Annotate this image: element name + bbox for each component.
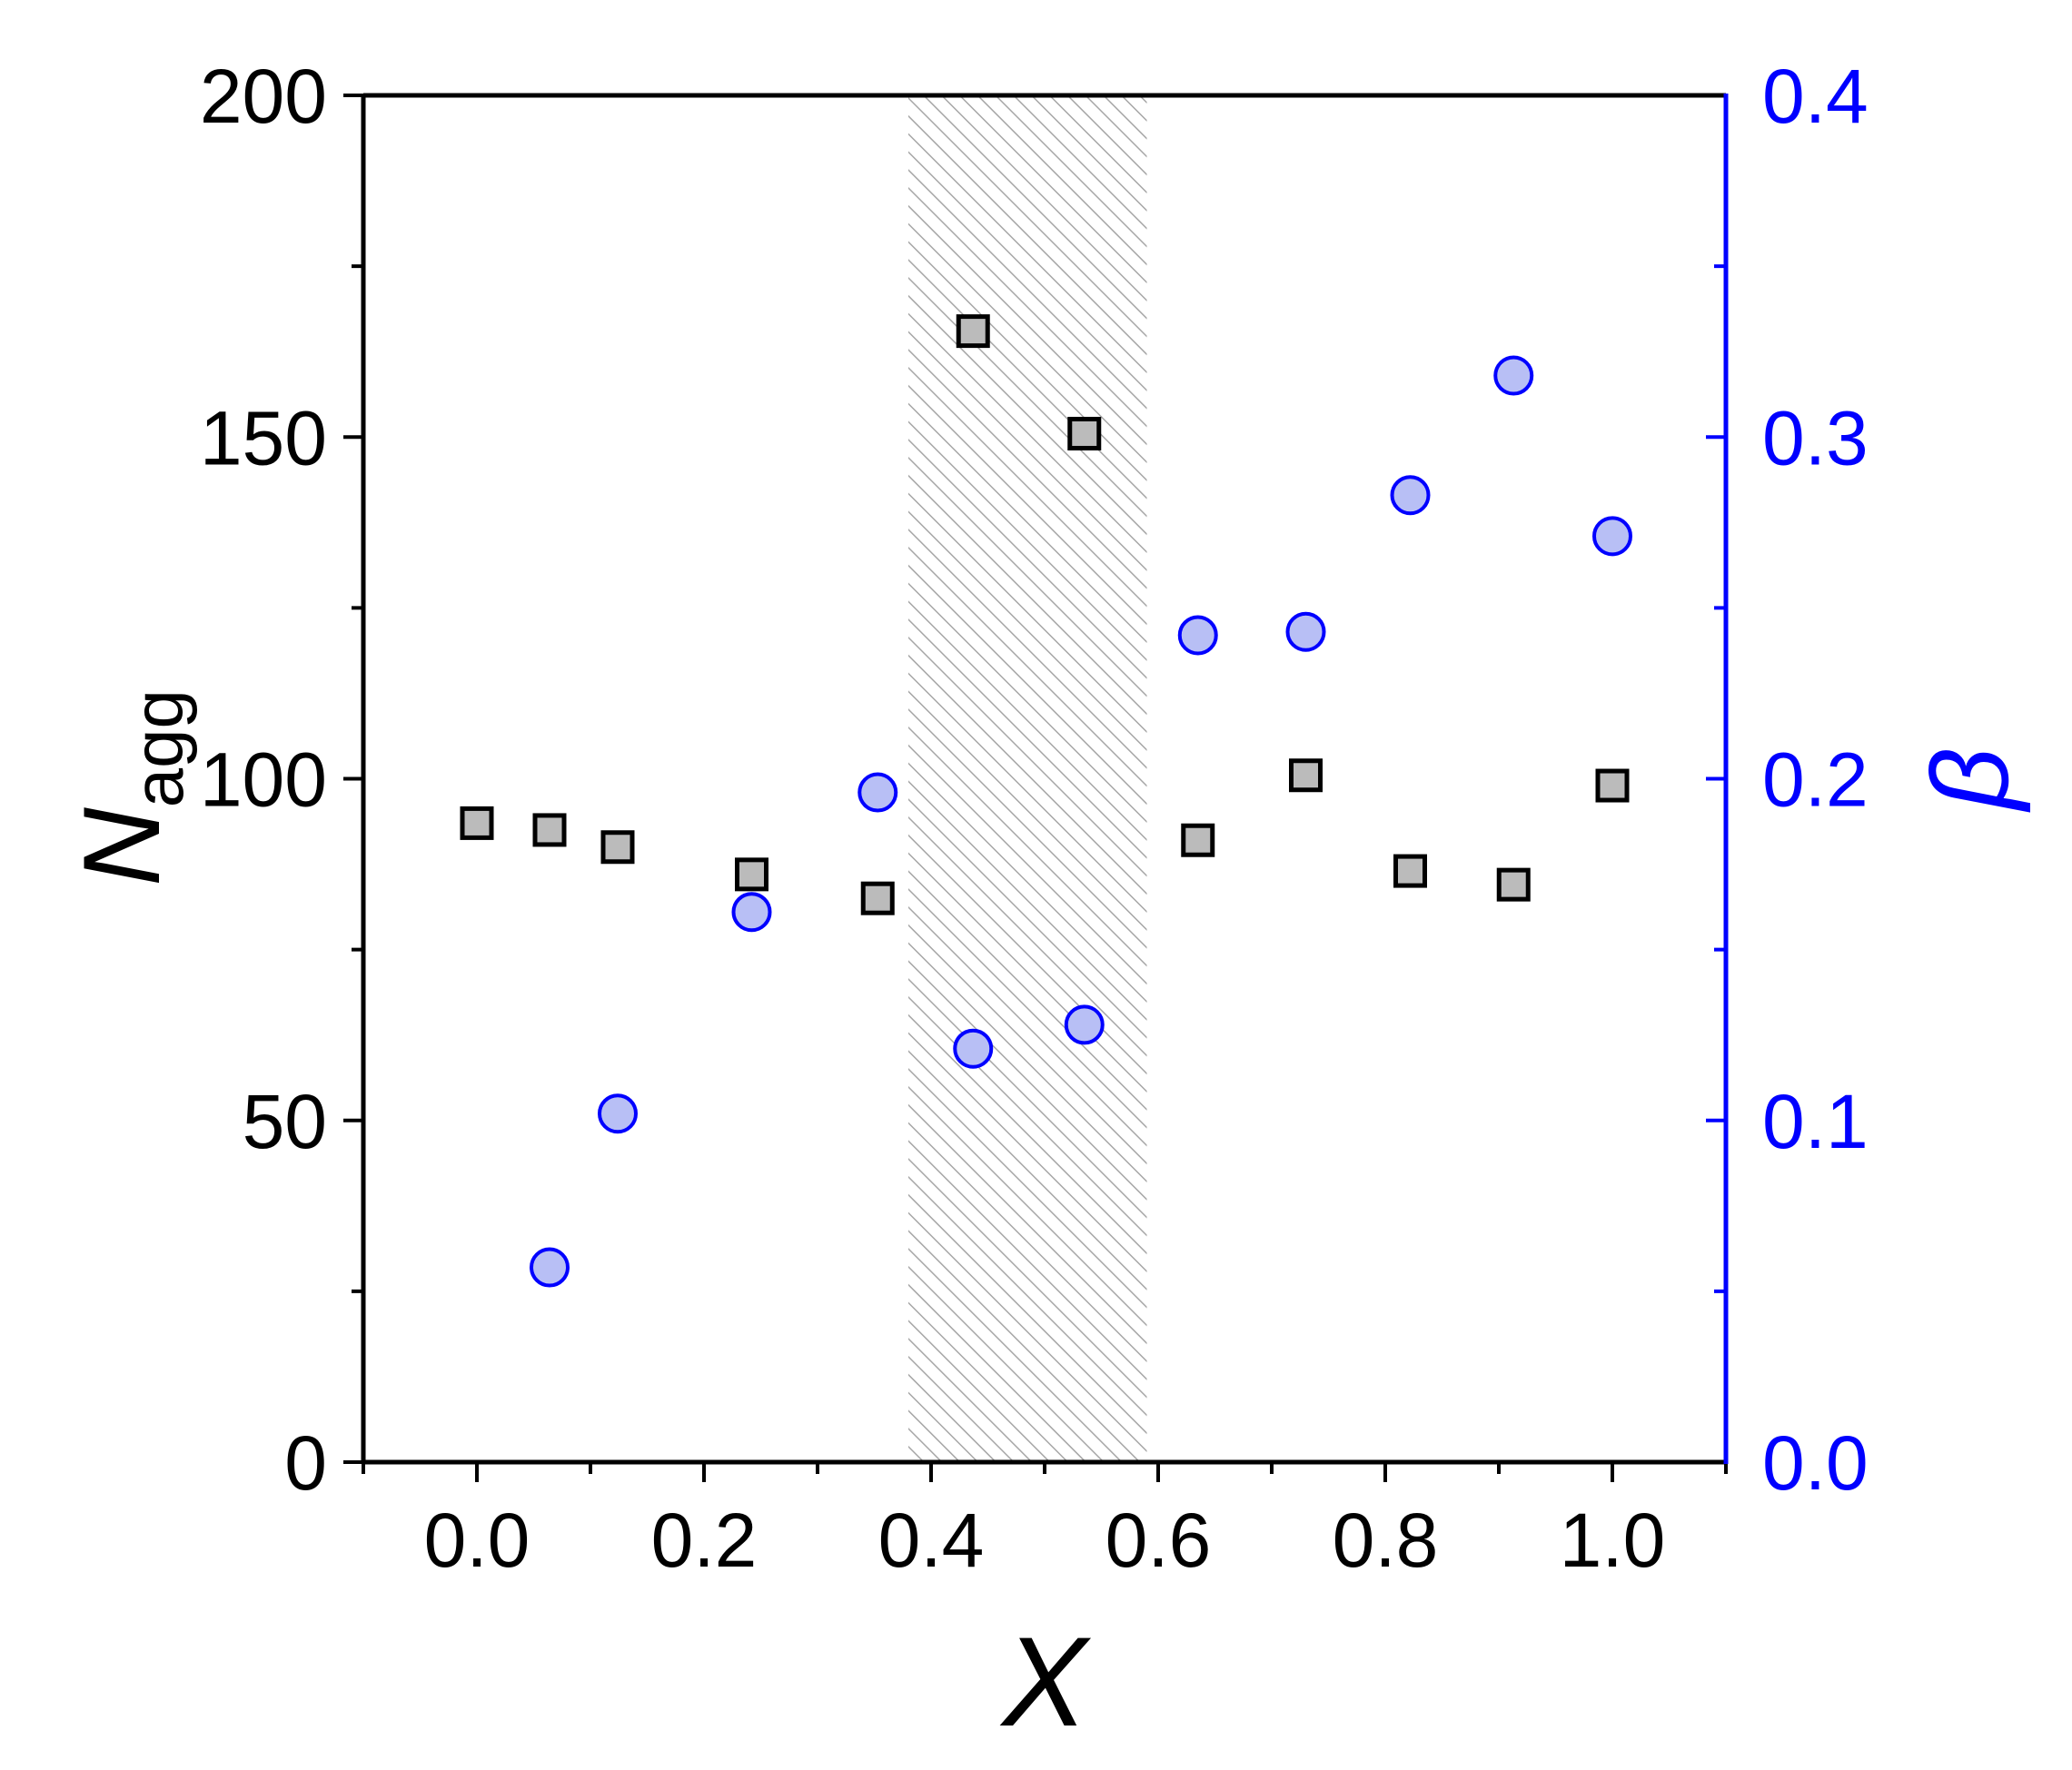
y2-tick-label: 0.3: [1762, 395, 1869, 480]
x-tick-label: 0.6: [1105, 1498, 1212, 1583]
y-tick-label: 50: [243, 1079, 327, 1164]
square-point: [600, 830, 635, 865]
square-point: [532, 813, 567, 847]
circle-point: [1592, 516, 1632, 557]
circle-point: [1285, 611, 1326, 652]
circle-point: [1390, 475, 1431, 516]
square-point: [1289, 758, 1323, 793]
y2-axis-title: β: [1909, 747, 2031, 813]
y2-tick-label: 0.2: [1762, 737, 1869, 823]
y-tick-label: 200: [200, 54, 327, 139]
circle-point: [530, 1247, 570, 1288]
x-tick-label: 0.0: [424, 1498, 530, 1583]
y2-tick-label: 0.4: [1762, 54, 1869, 139]
square-point: [1393, 854, 1427, 888]
circle-point: [858, 772, 898, 813]
square-point: [460, 806, 494, 840]
y-axis-title: Nagg: [61, 689, 198, 886]
y-tick-label: 100: [200, 737, 327, 823]
circle-point: [1177, 615, 1218, 656]
y-tick-label: 150: [200, 395, 327, 480]
square-point: [1595, 768, 1630, 803]
y2-tick-label: 0.1: [1762, 1079, 1869, 1164]
circle-point: [953, 1028, 994, 1069]
circle-point: [731, 892, 772, 933]
y2-tick-label: 0.0: [1762, 1420, 1869, 1506]
circle-point: [598, 1093, 638, 1134]
x-tick-label: 0.8: [1333, 1498, 1439, 1583]
square-point: [735, 857, 768, 892]
x-tick-label: 0.2: [651, 1498, 758, 1583]
y-tick-label: 0: [284, 1420, 327, 1506]
square-point: [860, 881, 895, 915]
square-point: [1181, 823, 1215, 857]
y-axis-title-sub: agg: [118, 689, 198, 807]
hatched-region: [908, 95, 1147, 1462]
square-point: [956, 314, 990, 349]
square-point: [1067, 416, 1102, 450]
y-axis-title-main: N: [61, 807, 183, 886]
circle-point: [1064, 1004, 1105, 1045]
x-tick-label: 1.0: [1560, 1498, 1666, 1583]
square-point: [1496, 867, 1531, 902]
circle-point: [1493, 355, 1534, 396]
x-axis-title: X: [999, 1610, 1091, 1753]
x-tick-label: 0.4: [878, 1498, 985, 1583]
